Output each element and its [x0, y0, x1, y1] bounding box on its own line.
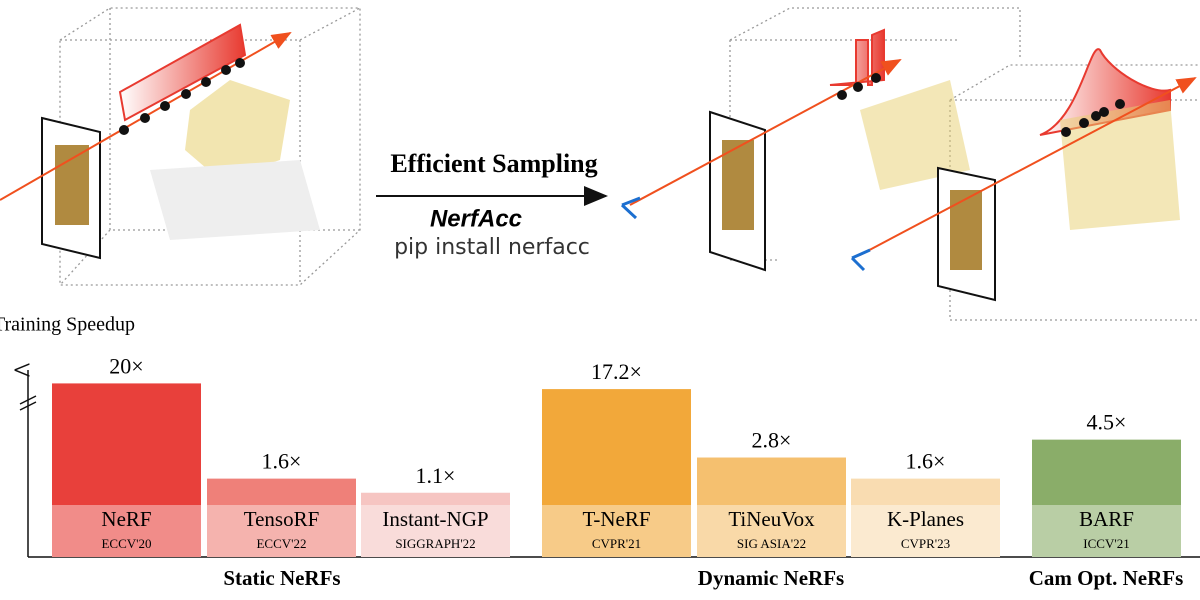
bar-label-area [697, 505, 846, 557]
value-label: 2.8× [752, 428, 792, 453]
venue-label: ECCV'20 [101, 536, 151, 551]
center-title: Efficient Sampling [390, 149, 597, 178]
left-illustration [0, 7, 361, 286]
value-label: 17.2× [591, 359, 642, 384]
venue-label: SIGGRAPH'22 [395, 536, 475, 551]
group-label: Static NeRFs [223, 566, 340, 590]
bar [697, 457, 846, 557]
logo: NerfAcc [430, 205, 522, 232]
bar [851, 478, 1000, 557]
value-label: 20× [109, 353, 143, 378]
bar [207, 478, 356, 557]
value-label: 1.6× [262, 449, 302, 474]
center-panel: Efficient Sampling NerfAcc pip install n… [376, 149, 608, 260]
y-axis-label: Training Speedup [0, 314, 135, 336]
right-illustration [620, 7, 1200, 321]
category-label: T-NeRF [582, 507, 650, 531]
bar [361, 492, 510, 557]
group-label: Cam Opt. NeRFs [1029, 566, 1184, 590]
category-label: TiNeuVox [728, 507, 815, 531]
venue-label: ICCV'21 [1083, 536, 1129, 551]
venue-label: SIG ASIA'22 [737, 536, 806, 551]
category-label: BARF [1079, 507, 1134, 531]
bar [52, 383, 201, 557]
bar-label-area [851, 505, 1000, 557]
install-command: pip install nerfacc [394, 235, 590, 260]
bar-label-area [361, 505, 510, 557]
bar-label-area [542, 505, 691, 557]
group-label: Dynamic NeRFs [698, 566, 844, 590]
value-label: 1.1× [416, 463, 456, 488]
axis-break [19, 395, 37, 411]
category-label: TensoRF [244, 507, 320, 531]
venue-label: CVPR'23 [901, 536, 950, 551]
bar [1032, 439, 1181, 557]
venue-label: ECCV'22 [256, 536, 306, 551]
category-label: NeRF [101, 507, 151, 531]
bar-label-area [1032, 505, 1181, 557]
bar [542, 389, 691, 557]
category-label: K-Planes [887, 507, 964, 531]
bar-label-area [207, 505, 356, 557]
bar-label-area [52, 505, 201, 557]
value-label: 4.5× [1087, 410, 1127, 435]
venue-label: CVPR'21 [592, 536, 641, 551]
value-label: 1.6× [906, 449, 946, 474]
category-label: Instant-NGP [382, 507, 488, 531]
